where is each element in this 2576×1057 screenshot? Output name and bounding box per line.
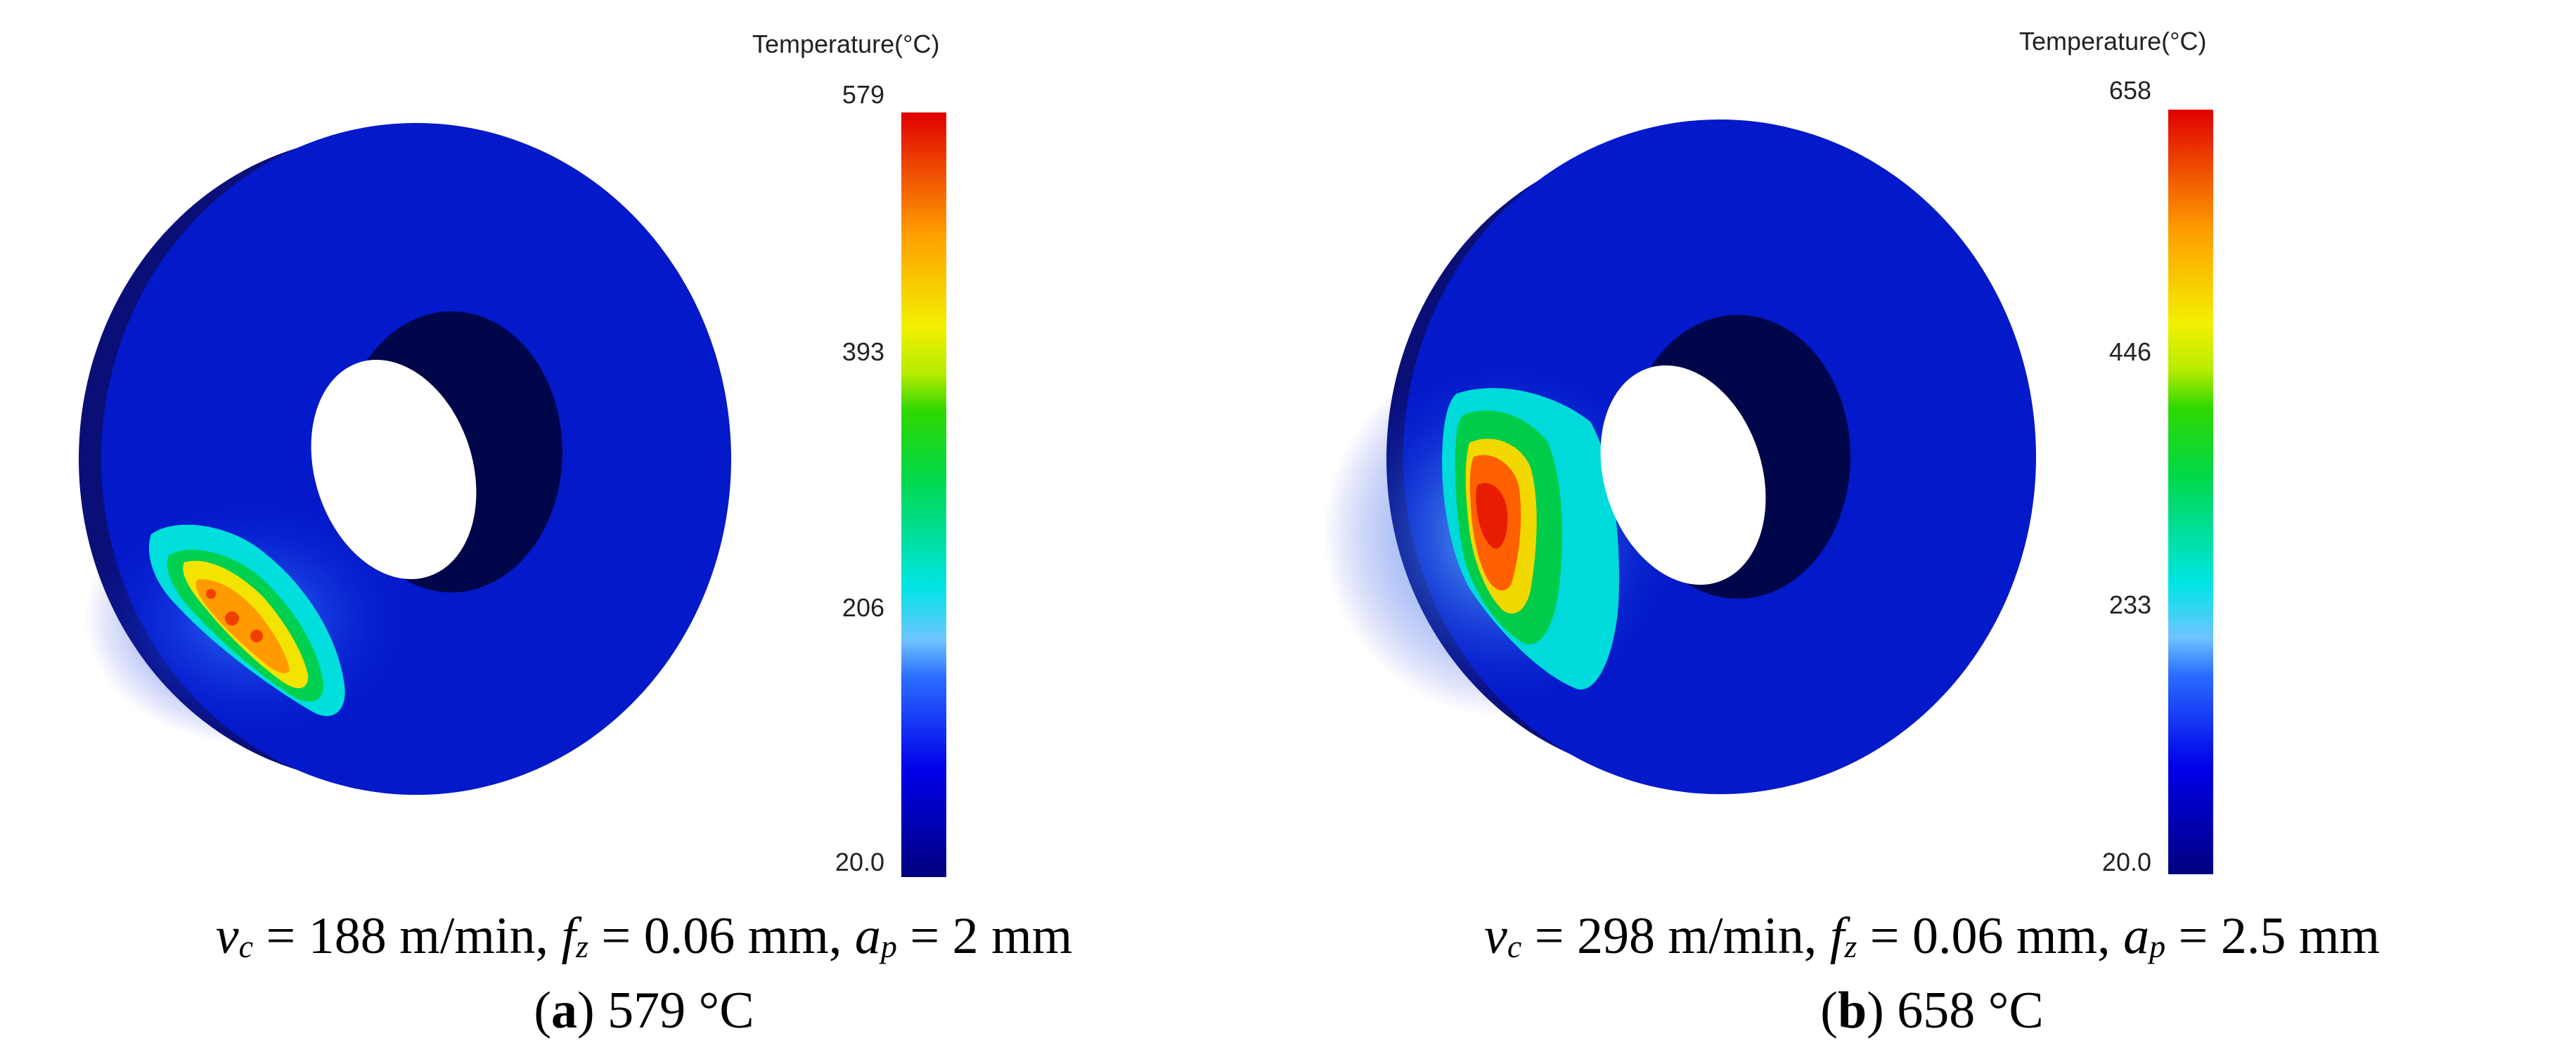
temperature-colorbar xyxy=(2168,110,2213,874)
colorbar-tick: 446 xyxy=(2108,337,2151,366)
bore-opening xyxy=(1600,365,1766,585)
equals: = xyxy=(2165,907,2221,965)
vc-subscript: c xyxy=(1507,928,1522,964)
panel-b: Temperature(°C) 658 446 233 20.0 vc = 29… xyxy=(1288,0,2576,1057)
equals: = xyxy=(1521,907,1578,965)
equals: = xyxy=(1857,907,1912,965)
vc-value: 188 xyxy=(308,907,387,965)
vc-unit: m/min, xyxy=(386,907,562,965)
panel-label: (b) 658 °C xyxy=(1288,981,2576,1041)
panel-letter: a xyxy=(551,982,578,1039)
ap-value: 2.5 xyxy=(2220,907,2286,965)
colorbar-tick-min: 20.0 xyxy=(835,848,884,876)
panel-label: (a) 579 °C xyxy=(0,981,1288,1041)
colorbar-tick: 206 xyxy=(842,593,884,622)
fz-symbol: f xyxy=(1829,907,1845,965)
temperature-colorbar xyxy=(901,112,946,877)
colorbar-tick-max: 579 xyxy=(842,80,884,109)
fz-unit: mm, xyxy=(2003,907,2124,965)
paren-open: ( xyxy=(1820,982,1838,1039)
vc-unit: m/min, xyxy=(1655,907,1830,965)
cutting-conditions: vc = 188 m/min, fz = 0.06 mm, ap = 2 mm xyxy=(0,907,1288,966)
max-temperature: 658 °C xyxy=(1897,982,2044,1039)
colorbar-tick: 393 xyxy=(842,337,884,366)
colorbar-tick-min: 20.0 xyxy=(2101,848,2151,876)
vc-symbol: v xyxy=(215,907,239,965)
equals: = xyxy=(896,907,953,965)
hot-zone-red xyxy=(1476,483,1508,549)
ap-symbol: a xyxy=(854,907,881,965)
temperature-contour-model-b xyxy=(1323,119,2036,794)
vc-symbol: v xyxy=(1484,907,1507,965)
hot-spot xyxy=(250,630,263,642)
fz-value: 0.06 xyxy=(643,907,735,965)
bore-opening xyxy=(311,359,477,580)
colorbar-tick: 233 xyxy=(2108,590,2151,619)
panel-a: Temperature(°C) 579 393 206 20.0 vc = 18… xyxy=(0,30,1288,1041)
hot-zone-orange xyxy=(195,579,290,673)
paren-close: ) xyxy=(577,982,608,1039)
ap-value: 2 xyxy=(952,907,979,965)
max-temperature: 579 °C xyxy=(607,982,754,1039)
panel-letter: b xyxy=(1837,982,1867,1039)
ap-subscript: p xyxy=(2149,928,2166,964)
equals: = xyxy=(588,907,644,965)
colorbar-title: Temperature(°C) xyxy=(752,30,940,58)
fz-value: 0.06 xyxy=(1912,907,2004,965)
temperature-contour-model-a xyxy=(79,123,731,795)
ap-symbol: a xyxy=(2123,907,2150,965)
colorbar-tick-max: 658 xyxy=(2108,76,2151,105)
equals: = xyxy=(253,907,309,965)
vc-subscript: c xyxy=(238,928,254,964)
fz-subscript: z xyxy=(576,928,588,964)
paren-close: ) xyxy=(1867,982,1898,1039)
hot-spot xyxy=(206,589,216,599)
ap-unit: mm xyxy=(2286,907,2380,965)
ap-subscript: p xyxy=(880,928,897,964)
paren-open: ( xyxy=(534,982,552,1039)
fz-subscript: z xyxy=(1844,928,1857,964)
colorbar-title: Temperature(°C) xyxy=(2019,27,2207,56)
vc-value: 298 xyxy=(1577,907,1656,965)
cutting-conditions: vc = 298 m/min, fz = 0.06 mm, ap = 2.5 m… xyxy=(1288,907,2576,966)
fz-unit: mm, xyxy=(735,907,855,965)
ap-unit: mm xyxy=(978,907,1073,965)
hot-spot xyxy=(225,611,239,625)
fz-symbol: f xyxy=(561,907,577,965)
